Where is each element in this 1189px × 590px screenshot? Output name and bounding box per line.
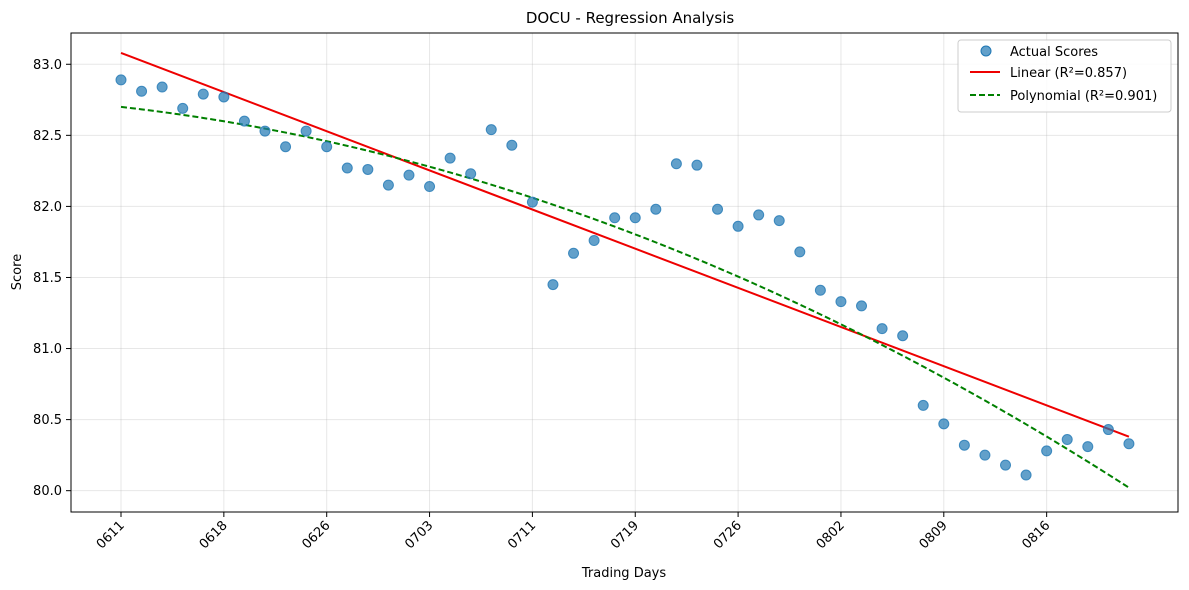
data-point: [300, 125, 312, 137]
data-point: [1123, 438, 1135, 450]
data-point: [280, 141, 292, 153]
data-point: [670, 158, 682, 170]
data-point: [958, 439, 970, 451]
data-point: [691, 159, 703, 171]
data-point: [588, 235, 600, 247]
y-axis-ticks: 80.0 80.5 81.0 81.5 82.0 82.5 83.0: [33, 58, 71, 499]
data-point: [136, 85, 148, 97]
data-point: [732, 220, 744, 232]
chart-title: DOCU - Regression Analysis: [526, 9, 735, 27]
data-point: [506, 139, 518, 151]
x-axis-label: Trading Days: [581, 566, 666, 581]
data-point: [897, 330, 909, 342]
data-point: [485, 124, 497, 136]
data-point: [794, 246, 806, 258]
data-point: [362, 163, 374, 175]
plot-frame: [70, 32, 1179, 513]
data-point: [650, 203, 662, 215]
data-point: [382, 179, 394, 191]
data-point: [814, 284, 826, 296]
data-point: [835, 296, 847, 308]
data-point: [1000, 459, 1012, 471]
data-point: [218, 91, 230, 103]
data-point: [568, 247, 580, 259]
y-tick-label: 80.5: [33, 413, 62, 428]
legend-box: [957, 39, 1172, 113]
y-tick-label: 82.5: [33, 129, 62, 144]
data-point: [259, 125, 271, 137]
data-point: [753, 209, 765, 221]
y-tick-label: 81.5: [33, 271, 62, 286]
data-point: [773, 215, 785, 227]
data-point: [115, 74, 127, 86]
data-point: [341, 162, 353, 174]
data-point: [629, 212, 641, 224]
data-point: [177, 102, 189, 114]
data-point: [547, 279, 559, 291]
data-point: [403, 169, 415, 181]
data-point: [609, 212, 621, 224]
data-point: [1102, 424, 1114, 436]
data-point: [712, 203, 724, 215]
data-point: [238, 115, 250, 127]
data-point: [526, 196, 538, 208]
linear-regression-line: [120, 51, 1130, 438]
data-point: [321, 141, 333, 153]
data-point: [856, 300, 868, 312]
legend-marker-actual: [980, 45, 992, 57]
legend-label-actual: Actual Scores: [1010, 45, 1098, 60]
data-point: [938, 418, 950, 430]
data-point: [444, 152, 456, 164]
y-tick-label: 81.0: [33, 342, 62, 357]
polynomial-regression-curve: [120, 105, 1130, 489]
data-point: [465, 168, 477, 180]
y-tick-label: 80.0: [33, 484, 62, 499]
legend-label-linear: Linear (R²=0.857): [1010, 66, 1127, 81]
data-point: [156, 81, 168, 93]
grid: [71, 33, 1178, 512]
data-point: [917, 399, 929, 411]
scatter-points: [115, 74, 1135, 481]
data-point: [1061, 434, 1073, 446]
data-point: [1041, 445, 1053, 457]
regression-lines: [120, 51, 1130, 489]
data-point: [979, 449, 991, 461]
y-tick-label: 82.0: [33, 200, 62, 215]
legend: Actual Scores Linear (R²=0.857) Polynomi…: [957, 39, 1172, 113]
data-point: [876, 323, 888, 335]
legend-label-polynomial: Polynomial (R²=0.901): [1010, 89, 1157, 104]
y-axis-label: Score: [10, 254, 25, 290]
data-point: [197, 88, 209, 100]
y-tick-label: 83.0: [33, 58, 62, 73]
data-point: [424, 181, 436, 193]
data-point: [1082, 441, 1094, 453]
data-point: [1020, 469, 1032, 481]
